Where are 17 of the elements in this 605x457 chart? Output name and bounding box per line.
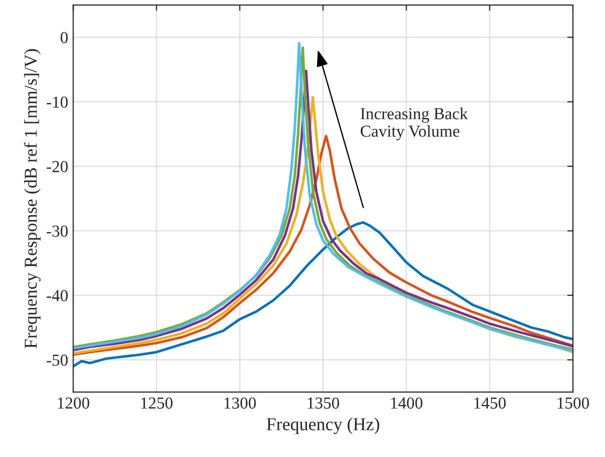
x-tick-label: 1250 [141, 397, 173, 409]
y-tick-label: -50 [46, 354, 68, 366]
annotation: Increasing Back Cavity Volume [360, 108, 468, 140]
x-tick-label: 1500 [558, 397, 589, 409]
x-tick-label: 1300 [224, 397, 256, 409]
y-tick-label: 0 [60, 32, 68, 44]
x-axis-title: Frequency (Hz) [266, 418, 380, 434]
y-tick-label: -20 [46, 161, 68, 172]
line-series [73, 221, 573, 368]
y-tick-label: -40 [46, 290, 68, 302]
x-tick-label: 1450 [474, 397, 506, 409]
y-tick-label: -30 [46, 226, 68, 237]
x-tick-label: 1350 [308, 397, 340, 409]
y-tick-label: -10 [46, 96, 68, 108]
x-tick-label: 1200 [58, 397, 90, 409]
y-axis-title: Frequency Response (dB ref 1 [mm/s]/V) [24, 49, 41, 348]
x-tick-label: 1400 [391, 397, 422, 409]
